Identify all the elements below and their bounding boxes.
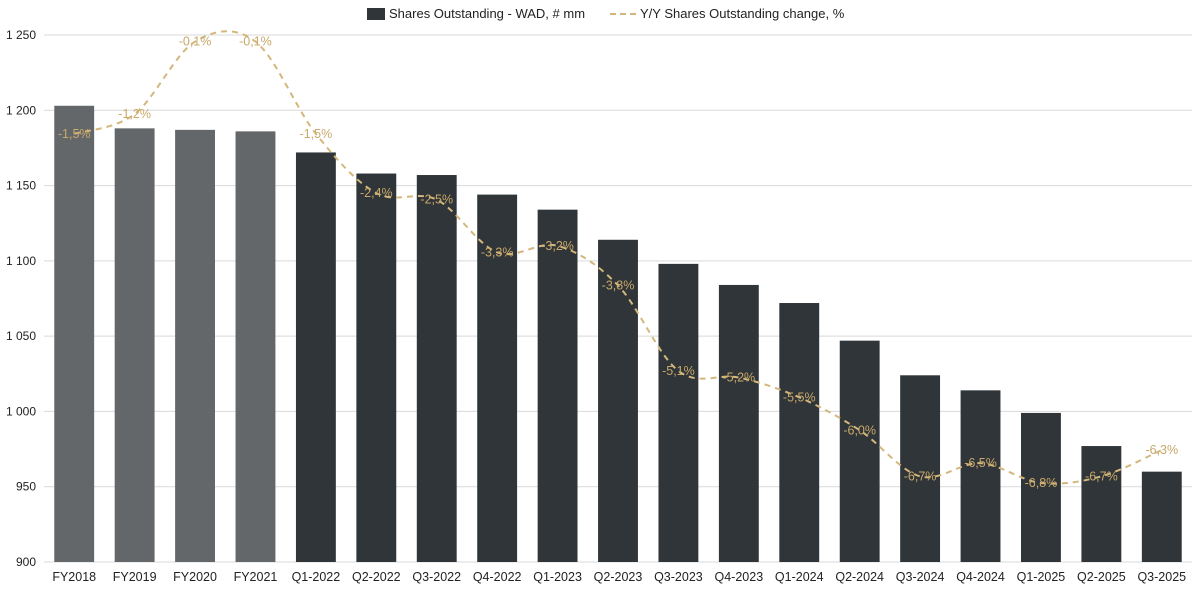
yoy-label-q2-2025: -6,7% [1085, 469, 1118, 483]
x-tick-label: Q3-2023 [654, 570, 703, 584]
yoy-label-q2-2024: -6,0% [843, 423, 876, 437]
y-tick-label: 1 150 [6, 179, 36, 193]
yoy-label-q4-2023: -5,2% [723, 371, 756, 385]
y-axis-ticks: 900 950 1 000 1 050 1 100 1 150 1 200 1 250 [6, 28, 36, 569]
bar-q2-2025 [1081, 446, 1122, 562]
x-tick-label: Q4-2024 [956, 570, 1005, 584]
x-tick-label: Q4-2023 [715, 570, 764, 584]
bar-q1-2022 [295, 152, 336, 562]
x-tick-label: Q2-2023 [594, 570, 643, 584]
bar-q4-2022 [477, 194, 518, 562]
x-tick-label: Q1-2023 [533, 570, 582, 584]
bar-q2-2024 [839, 340, 880, 562]
yoy-label-q1-2022: -1,5% [300, 127, 333, 141]
bar-q2-2023 [598, 239, 638, 562]
yoy-label-fy2019: -1,2% [118, 107, 151, 121]
x-tick-label: Q2-2025 [1077, 570, 1126, 584]
legend-bar-swatch [367, 8, 385, 20]
y-tick-label: 1 200 [6, 103, 36, 117]
bar-q3-2022 [416, 175, 457, 562]
bar-q2-2022 [356, 173, 397, 563]
yoy-label-q1-2024: -5,5% [783, 390, 816, 404]
yoy-label-q3-2023: -5,1% [662, 364, 695, 378]
bar-q3-2023 [658, 263, 699, 562]
x-axis-labels: FY2018 FY2019 FY2020 FY2021 Q1-2022 Q2-2022 Q3… [52, 570, 1186, 584]
x-tick-label: Q1-2022 [292, 570, 341, 584]
x-tick-label: Q1-2025 [1017, 570, 1066, 584]
yoy-label-q4-2024: -6,5% [964, 456, 997, 470]
x-tick-label: FY2019 [113, 570, 157, 584]
bar-fy2019 [114, 128, 155, 562]
bar-q4-2023 [718, 284, 759, 562]
bar-q1-2025 [1021, 412, 1061, 562]
yoy-label-fy2020: -0,1% [179, 35, 212, 49]
y-tick-label: 1 250 [6, 28, 36, 42]
yoy-label-fy2021: -0,1% [239, 35, 272, 49]
x-tick-label: FY2020 [173, 570, 217, 584]
yoy-label-q3-2024: -6,7% [904, 469, 937, 483]
legend-line-label: Y/Y Shares Outstanding change, % [640, 6, 845, 21]
y-tick-label: 900 [16, 555, 36, 569]
y-tick-label: 1 000 [6, 404, 36, 418]
bar-q4-2024 [960, 390, 1001, 562]
x-tick-label: Q3-2022 [412, 570, 461, 584]
bar-q3-2025 [1141, 471, 1182, 562]
bars [54, 105, 1182, 563]
x-tick-label: Q3-2025 [1137, 570, 1186, 584]
bar-q3-2024 [900, 375, 941, 562]
yoy-label-q3-2022: -2,5% [420, 193, 453, 207]
yoy-data-labels: -1,5% -1,2% -0,1% -0,1% -1,5% -2,4% -2,5% -3,3%… [58, 35, 1178, 490]
yoy-label-q2-2022: -2,4% [360, 186, 393, 200]
bar-q1-2024 [779, 303, 820, 562]
x-tick-label: Q1-2024 [775, 570, 824, 584]
yoy-label-q1-2023: -3,2% [541, 239, 574, 253]
bar-q1-2023 [537, 209, 578, 563]
yoy-change-line [73, 30, 1163, 485]
x-tick-label: FY2018 [52, 570, 96, 584]
x-tick-label: Q4-2022 [473, 570, 522, 584]
yoy-label-fy2018: -1,5% [58, 127, 91, 141]
x-tick-label: Q2-2022 [352, 570, 401, 584]
legend-bar-label: Shares Outstanding - WAD, # mm [389, 6, 585, 21]
y-tick-label: 950 [16, 480, 36, 494]
x-tick-label: Q3-2024 [896, 570, 945, 584]
y-tick-label: 1 100 [6, 254, 36, 268]
yoy-label-q2-2023: -3,8% [602, 278, 635, 292]
x-tick-label: FY2021 [234, 570, 278, 584]
yoy-label-q4-2022: -3,3% [481, 245, 514, 259]
yoy-label-q1-2025: -6,8% [1025, 476, 1058, 490]
y-tick-label: 1 050 [6, 329, 36, 343]
bar-fy2021 [235, 131, 276, 562]
x-tick-label: Q2-2024 [835, 570, 884, 584]
legend: Shares Outstanding - WAD, # mm Y/Y Share… [367, 6, 845, 21]
yoy-label-q3-2025: -6,3% [1145, 443, 1178, 457]
bar-fy2020 [175, 129, 215, 563]
bar-fy2018 [54, 105, 95, 563]
